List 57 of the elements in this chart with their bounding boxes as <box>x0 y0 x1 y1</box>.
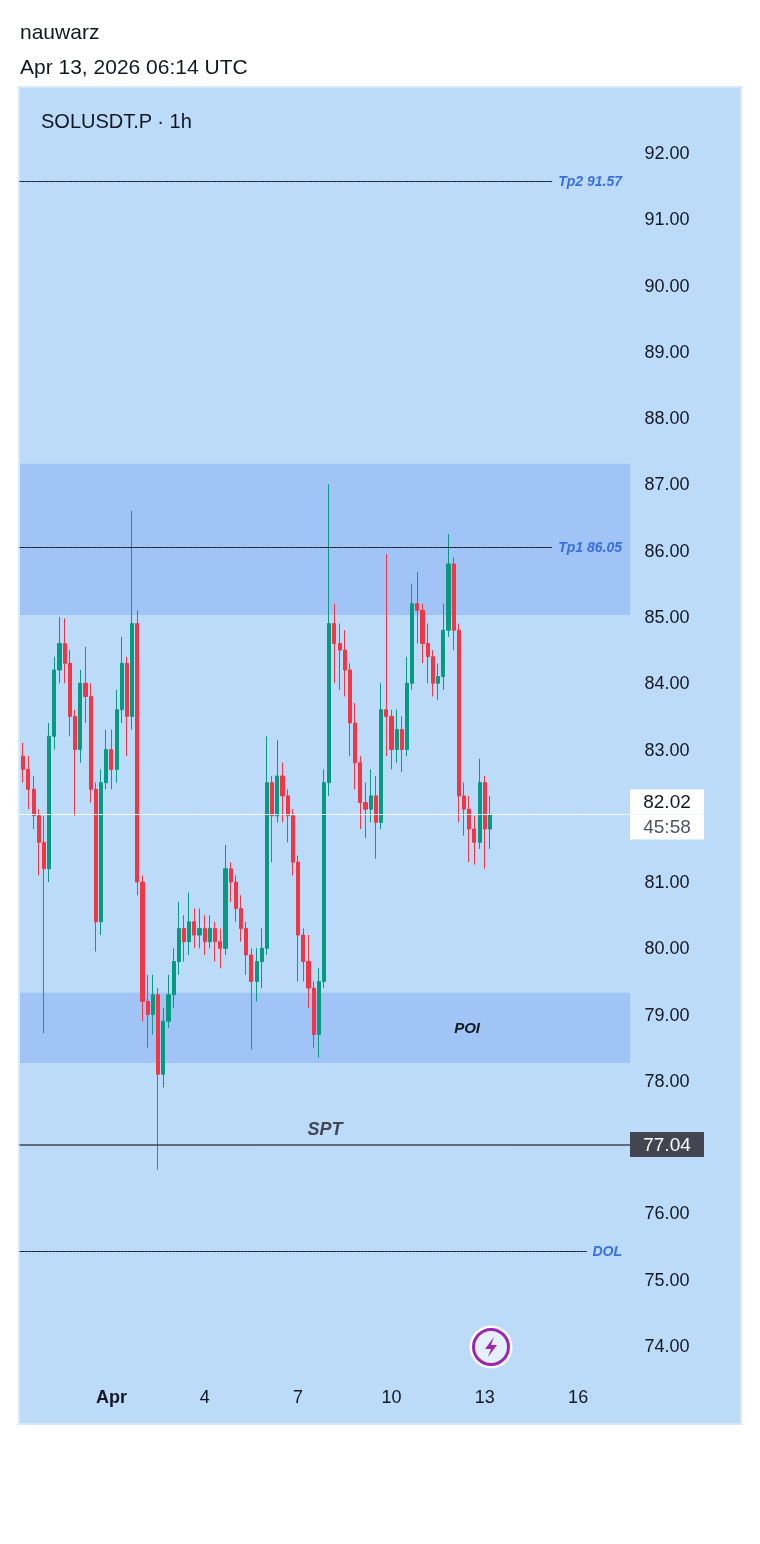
y-tick-label: 86.00 <box>644 540 690 561</box>
y-tick-label: 74.00 <box>644 1336 690 1356</box>
band-label: POI <box>454 1019 481 1037</box>
candlestick <box>156 987 160 1171</box>
candlestick <box>197 908 202 949</box>
candlestick <box>187 892 191 956</box>
y-tick-label: 87.00 <box>644 474 690 495</box>
candlestick <box>130 510 134 731</box>
candlestick <box>395 709 399 764</box>
candlestick <box>223 844 228 956</box>
candlestick <box>208 914 212 949</box>
y-tick-label: 89.00 <box>644 341 690 362</box>
ref-line-label: Tp1 86.05 <box>558 539 623 556</box>
y-tick-label: 84.00 <box>644 673 690 694</box>
candlestick <box>270 775 274 863</box>
x-tick-label: 16 <box>568 1387 589 1407</box>
candlestick <box>483 775 487 870</box>
text: nauwarz <box>20 19 101 45</box>
candlestick <box>478 758 482 850</box>
ref-line-label: Tp2 91.57 <box>558 173 624 190</box>
y-tick-label: 90.00 <box>644 275 690 296</box>
ref-line-label: DOL <box>592 1243 623 1260</box>
y-tick-label: 91.00 <box>644 209 690 230</box>
y-tick-label: 92.00 <box>644 143 690 163</box>
y-tick-label: 79.00 <box>644 1004 690 1025</box>
y-tick-label: 78.00 <box>644 1070 690 1091</box>
x-tick-label: 4 <box>199 1387 210 1407</box>
y-tick-label: 82.02 45:58 <box>643 791 691 838</box>
y-tick-label: 85.00 <box>644 606 690 627</box>
candlestick <box>379 682 383 830</box>
candlestick <box>275 739 279 823</box>
x-tick-label: 13 <box>474 1387 495 1407</box>
candlestick <box>192 908 196 949</box>
y-tick-label: 76.00 <box>644 1203 690 1224</box>
chart-title: SOLUSDT.P · 1h <box>41 110 192 132</box>
x-tick-label: 10 <box>381 1387 402 1407</box>
y-tick-label: 88.00 <box>644 408 690 429</box>
y-tick-label: 81.00 <box>644 872 690 893</box>
x-tick-label: Apr <box>95 1387 127 1407</box>
candlestick <box>488 795 492 850</box>
candlestick <box>369 768 373 823</box>
x-tick-label: 7 <box>293 1387 304 1407</box>
y-tick-label: 83.00 <box>644 739 690 760</box>
candlestick <box>374 775 378 860</box>
candlestick <box>78 669 82 764</box>
candlestick <box>151 974 155 1035</box>
candlestick <box>109 729 113 790</box>
y-tick-label: 80.00 <box>644 938 690 959</box>
candlestick <box>332 603 336 684</box>
y-tick-label: 75.00 <box>644 1269 690 1290</box>
text: Apr 13, 2026 06:14 UTC <box>20 54 248 80</box>
ref-line-label: SPT <box>307 1118 345 1139</box>
candlestick <box>182 914 186 963</box>
candlestick <box>125 656 129 757</box>
y-tick-label: 77.04 <box>643 1134 692 1156</box>
candlestick <box>400 715 404 773</box>
candlestick <box>203 914 207 956</box>
